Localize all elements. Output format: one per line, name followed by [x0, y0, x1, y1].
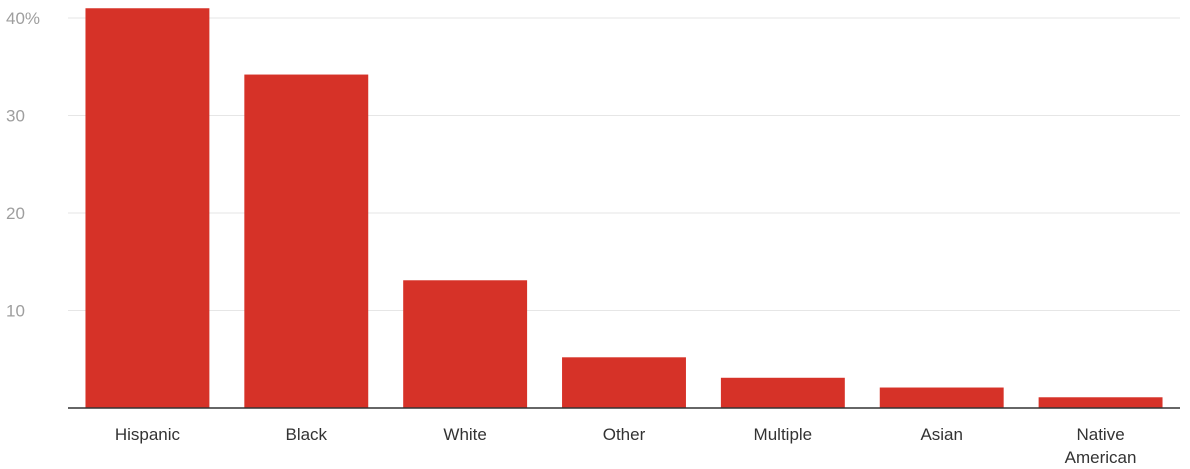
bar-white — [403, 280, 528, 408]
y-tick-label-20: 20 — [6, 204, 25, 223]
bars — [85, 8, 1163, 409]
bar-asian — [879, 387, 1004, 408]
y-tick-label-30: 30 — [6, 107, 25, 126]
x-tick-label-asian: Asian — [920, 425, 963, 444]
gridlines — [68, 17, 1180, 311]
x-tick-label-black: Black — [285, 425, 327, 444]
x-tick-label-hispanic: Hispanic — [115, 425, 181, 444]
bar-other — [562, 357, 686, 408]
y-tick-label-40: 40% — [6, 9, 40, 28]
x-tick-label-native-american: Native American — [1065, 425, 1137, 467]
bar-native-american — [1038, 397, 1163, 408]
x-tick-label-white: White — [443, 425, 486, 444]
y-tick-label-10: 10 — [6, 302, 25, 321]
x-tick-label-other: Other — [603, 425, 646, 444]
x-axis-tick-labels: Hispanic Black White Other Multiple Asian Nati… — [115, 425, 1137, 467]
x-tick-label-multiple: Multiple — [754, 425, 813, 444]
bar-black — [244, 74, 369, 409]
bar-multiple — [720, 377, 845, 408]
bar-hispanic — [85, 8, 210, 408]
y-axis-tick-labels: 10 20 30 40% — [6, 9, 40, 321]
